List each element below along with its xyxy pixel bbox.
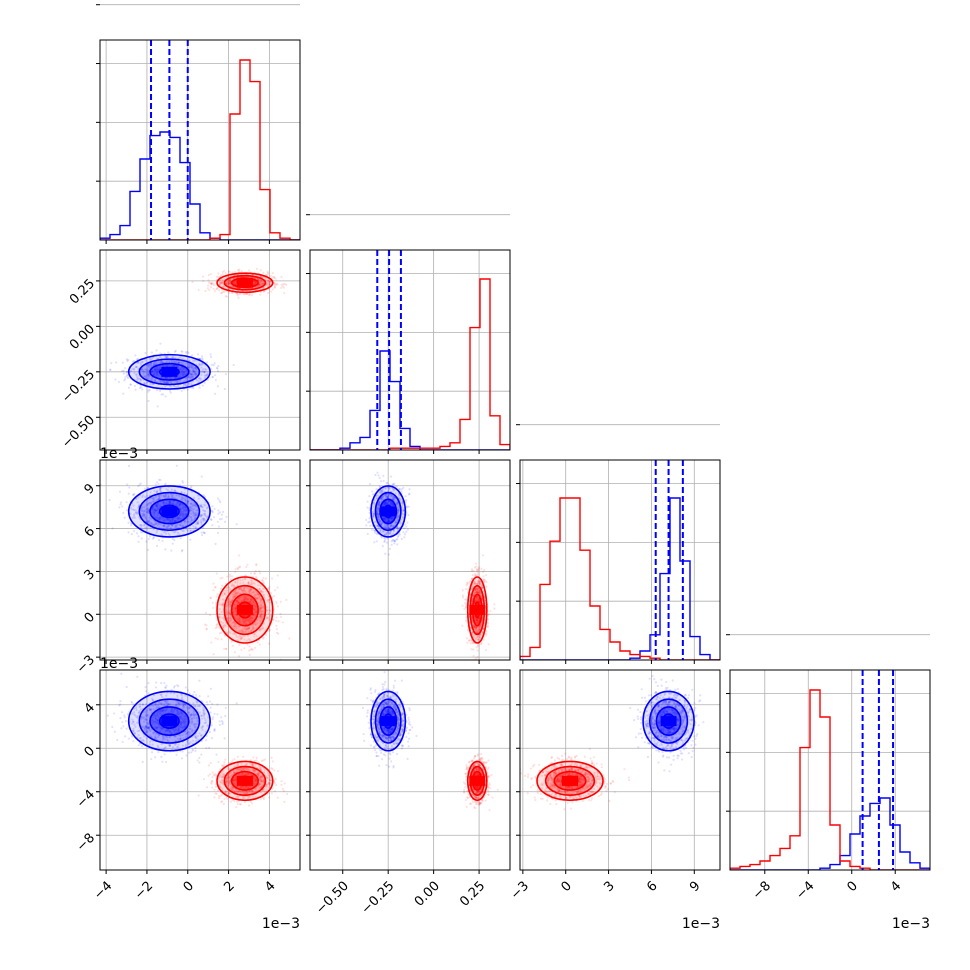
y-tick-label: −3 [74,653,98,677]
density-peak-series_b [236,775,253,786]
panel-frame [519,669,721,871]
density-peak-series_a [380,506,397,517]
histogram-panel-1 [306,214,511,454]
grid [100,250,300,450]
panel-frame [309,669,511,871]
density-peak-series_b [469,605,486,615]
scatter-panel-1-0: −0.50 −0.25 0.00 0.25 [59,249,301,454]
panel-frame [99,249,301,451]
histogram-series_a [730,797,930,870]
histogram-panel-2 [516,424,721,664]
y-offset-label: 1e−3 [100,656,138,672]
y-tick-label: −0.50 [59,413,98,452]
x-tick-label: 6 [644,879,660,895]
grid [520,670,720,870]
y-tick-label: 4 [82,700,98,716]
panel-frame [309,459,511,661]
density-peak-series_a [380,716,397,727]
x-offset-label: 1e−3 [262,916,300,932]
y-tick-label: −0.25 [59,367,98,406]
x-tick-label: 3 [601,879,617,895]
y-tick-label: 0.25 [67,276,98,307]
x-tick-label: 0 [559,879,575,895]
y-tick-label: 9 [82,481,98,497]
x-tick-label: −0.50 [313,879,352,918]
y-tick-label: 3 [82,567,98,583]
scatter-points-series_b [196,755,289,809]
y-tick-label: −8 [74,831,98,855]
x-offset-label: 1e−3 [892,916,930,932]
scatter-panel-2-1 [306,459,511,664]
histogram-series_b [100,59,300,240]
x-tick-label: 0.00 [412,879,443,910]
scatter-panel-3-2: −3 0 3 6 9 1e−3 [508,669,721,932]
x-tick-label: −4 [91,879,115,903]
panel-frame [519,459,721,661]
x-tick-label: 0 [845,879,861,895]
panel-frame [729,669,931,871]
panel-frame [99,39,301,241]
x-tick-label: −0.25 [359,879,398,918]
histogram-panel-3: −8 −4 0 4 1e−3 [726,634,931,932]
x-tick-label: 9 [687,879,703,895]
scatter-panel-3-0: −4 −2 0 2 4 1e−3 −8 −4 0 4 1e−3 [74,656,301,932]
grid [310,670,510,870]
x-tick-label: −4 [793,879,817,903]
x-tick-label: 4 [262,879,278,895]
histogram-panel-0 [96,4,301,244]
panel-frame [99,459,301,661]
grid [100,670,300,870]
x-tick-label: 2 [221,879,237,895]
density-peak-series_b [562,775,578,786]
y-tick-label: 6 [82,524,98,540]
histogram-series_b [520,497,720,660]
density-peak-series_a [161,366,178,377]
y-offset-label: 1e−3 [100,446,138,462]
histogram-series_a [310,350,510,450]
y-tick-label: −4 [74,787,98,811]
x-tick-label: −2 [132,879,156,903]
x-tick-label: 0.25 [457,879,488,910]
density-peak-series_a [161,506,178,517]
density-peak-series_a [161,716,178,727]
histogram-series_a [520,497,720,660]
grid [520,424,720,660]
density-peak-series_b [236,605,253,615]
panel-frame [99,669,301,871]
y-tick-label: 0 [82,610,98,626]
scatter-panel-2-0: −3 0 3 6 9 1e−3 [74,446,301,677]
density-peak-series_b [236,277,253,288]
x-tick-label: −8 [750,879,774,903]
histogram-series_b [730,689,930,870]
density-peak-series_b [469,775,486,786]
panel-frame [309,249,511,451]
y-tick-label: 0.00 [67,322,98,353]
histogram-series_a [100,131,300,240]
x-offset-label: 1e−3 [682,916,720,932]
density-peak-series_a [660,716,677,727]
histogram-series_b [310,278,510,450]
x-tick-label: 4 [888,879,904,895]
y-tick-label: 0 [82,744,98,760]
grid [100,4,300,240]
x-tick-label: −3 [508,879,532,903]
x-tick-label: 0 [181,879,197,895]
scatter-panel-3-1: −0.50 −0.25 0.00 0.25 [306,669,511,918]
scatter-points-series_a [106,672,238,764]
